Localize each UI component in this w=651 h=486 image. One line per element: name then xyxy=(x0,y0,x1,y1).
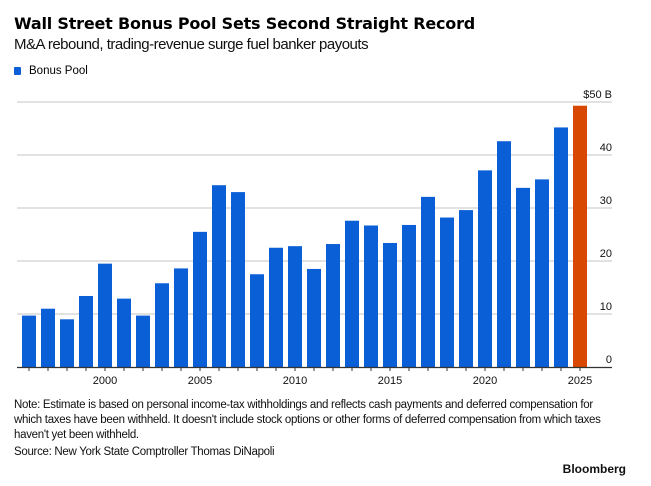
bar-2017 xyxy=(421,196,435,367)
bar-2022 xyxy=(516,187,530,367)
bar-2023 xyxy=(535,179,549,367)
bar-2016 xyxy=(402,224,416,367)
x-tick-label-2005: 2005 xyxy=(188,375,212,387)
bar-1999 xyxy=(79,295,93,367)
bar-2015 xyxy=(383,242,397,367)
bar-2013 xyxy=(345,220,359,367)
bars xyxy=(22,105,587,368)
chart-title: Wall Street Bonus Pool Sets Second Strai… xyxy=(14,14,476,33)
bar-2005 xyxy=(193,231,207,367)
y-tick-label-0: 0 xyxy=(606,354,612,366)
bar-1997 xyxy=(41,308,55,367)
bar-2002 xyxy=(136,315,150,367)
bar-2014 xyxy=(364,225,378,367)
bar-2018 xyxy=(440,217,454,367)
x-tick-label-2020: 2020 xyxy=(473,375,497,387)
x-tick-label-2000: 2000 xyxy=(93,375,117,387)
x-tick-label-2025: 2025 xyxy=(568,375,592,387)
bar-chart: 0 10 20 30 40 $50 B 2000 2005 2010 2015 2020 2025 xyxy=(17,89,612,387)
chart-subtitle: M&A rebound, trading-revenue surge fuel … xyxy=(14,36,369,53)
bar-1996 xyxy=(22,315,36,367)
y-tick-label-10: 10 xyxy=(600,301,612,313)
bar-2007 xyxy=(231,192,245,367)
bar-2006 xyxy=(212,185,226,367)
x-axis xyxy=(17,366,612,371)
bar-2000 xyxy=(98,263,112,367)
bar-2025 xyxy=(573,105,587,368)
x-tick-label-2015: 2015 xyxy=(378,375,402,387)
y-tick-label-40: 40 xyxy=(600,142,612,154)
y-tick-label-30: 30 xyxy=(600,195,612,207)
bloomberg-logo: Bloomberg xyxy=(562,462,626,476)
bar-2020 xyxy=(478,170,492,367)
bar-2008 xyxy=(250,274,264,367)
bar-2004 xyxy=(174,268,188,367)
legend-swatch-bonus-pool xyxy=(14,67,21,75)
source-text: Source: New York State Comptroller Thoma… xyxy=(14,446,275,458)
y-tick-label-20: 20 xyxy=(600,248,612,260)
y-axis-labels: 0 10 20 30 40 $50 B xyxy=(583,89,612,366)
x-tick-label-2010: 2010 xyxy=(283,375,307,387)
x-axis-labels: 2000 2005 2010 2015 2020 2025 xyxy=(93,375,592,387)
bar-1998 xyxy=(60,319,74,367)
bar-2009 xyxy=(269,247,283,367)
bar-2010 xyxy=(288,246,302,367)
bar-2011 xyxy=(307,268,321,367)
y-tick-label-50: $50 B xyxy=(583,89,612,101)
bar-2024 xyxy=(554,127,568,367)
legend-label-bonus-pool: Bonus Pool xyxy=(29,65,88,77)
footnote: Note: Estimate is based on personal inco… xyxy=(14,399,601,441)
legend: Bonus Pool xyxy=(14,65,88,77)
bar-2019 xyxy=(459,210,473,367)
bar-2001 xyxy=(117,298,131,367)
bar-2003 xyxy=(155,283,169,367)
bar-2012 xyxy=(326,244,340,367)
bar-2021 xyxy=(497,141,511,367)
